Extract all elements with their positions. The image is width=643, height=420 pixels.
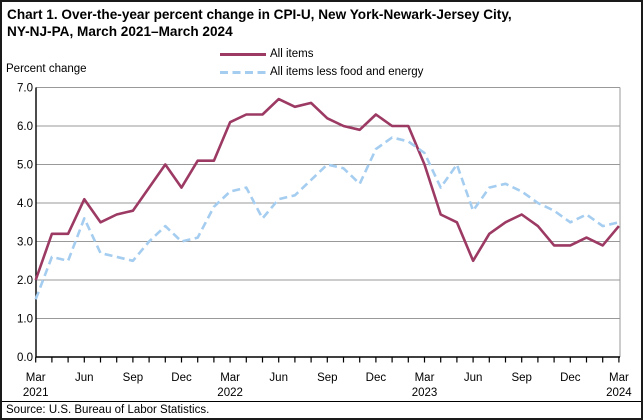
- x-tick-label: Mar: [415, 372, 435, 384]
- y-axis-title: Percent change: [6, 63, 87, 75]
- chart-title-line1: Chart 1. Over-the-year percent change in…: [7, 7, 512, 22]
- core-items-line: [34, 136, 620, 300]
- x-tick-label: Jun: [75, 372, 94, 384]
- x-tick-label: Sep: [123, 372, 143, 384]
- legend-item-all-items: All items: [220, 45, 423, 63]
- chart-title: Chart 1. Over-the-year percent change in…: [7, 6, 641, 40]
- x-tick-year: 2022: [217, 387, 243, 399]
- legend-swatch-all-items: [220, 52, 266, 56]
- x-tick-label: Sep: [511, 372, 531, 384]
- y-tick-label: 7.0: [17, 83, 33, 95]
- x-tick-label: Jun: [269, 372, 288, 384]
- y-tick-label: 1.0: [17, 314, 33, 326]
- y-tick-label: 0.0: [17, 352, 33, 364]
- legend-item-core: All items less food and energy: [220, 63, 423, 81]
- legend: All items All items less food and energy: [220, 45, 423, 81]
- x-tick-label: Dec: [171, 372, 192, 384]
- x-tick-label: Mar: [220, 372, 240, 384]
- y-tick-label: 2.0: [17, 275, 33, 287]
- x-tick-year: 2024: [606, 387, 632, 399]
- legend-label-core: All items less food and energy: [270, 66, 424, 78]
- x-tick-label: Sep: [317, 372, 337, 384]
- x-tick-label: Jun: [464, 372, 483, 384]
- source-divider: [2, 401, 641, 402]
- x-tick-year: 2023: [412, 387, 438, 399]
- legend-label-all-items: All items: [270, 48, 314, 60]
- x-tick-label: Dec: [560, 372, 581, 384]
- x-tick-year: 2021: [23, 387, 49, 399]
- x-tick-label: Dec: [366, 372, 387, 384]
- y-tick-label: 4.0: [17, 198, 33, 210]
- chart-title-line2: NY-NJ-PA, March 2021–March 2024: [7, 24, 233, 39]
- y-tick-label: 3.0: [17, 237, 33, 249]
- source-note: Source: U.S. Bureau of Labor Statistics.: [6, 404, 210, 416]
- x-tick-label: Mar: [609, 372, 629, 384]
- x-tick-label: Mar: [26, 372, 46, 384]
- all-items-line: [34, 97, 620, 281]
- legend-swatch-core: [220, 70, 266, 74]
- y-tick-label: 5.0: [17, 160, 33, 172]
- y-tick-label: 6.0: [17, 121, 33, 133]
